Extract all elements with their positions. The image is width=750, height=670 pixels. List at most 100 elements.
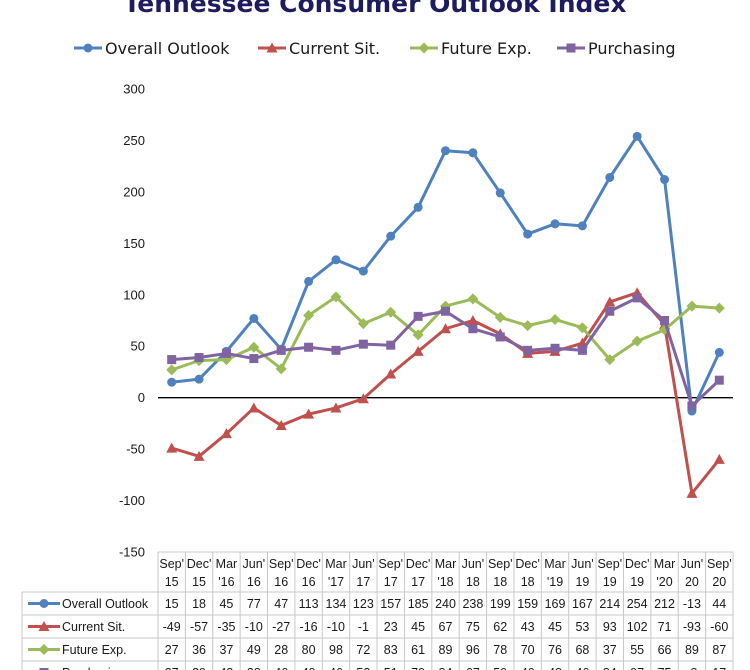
row-label: Purchasing [62,666,125,670]
data-label: 89 [439,643,453,657]
data-point [357,393,369,404]
data-label: 98 [329,643,343,657]
data-label: 23 [384,620,398,634]
data-label: 71 [658,620,672,634]
legend-label: Current Sit. [289,39,380,58]
x-tick-label: 16 [247,575,261,589]
data-point [605,172,615,182]
data-label: 80 [302,643,316,657]
data-label: 46 [575,666,589,670]
data-point [330,402,342,413]
data-point [632,293,642,303]
data-label: 212 [654,597,675,611]
data-point [714,375,724,385]
x-tick-label: '18 [437,575,453,589]
data-label: 61 [411,643,425,657]
data-label: 240 [435,597,456,611]
data-point [523,345,533,355]
data-point [522,320,534,332]
x-tick-label: Mar [435,557,457,571]
data-label: 39 [192,666,206,670]
data-label: 53 [575,620,589,634]
data-point [386,340,396,350]
x-tick-label: Sep' [597,557,622,571]
x-tick-label: 17 [411,575,425,589]
x-tick-label: '20 [656,575,672,589]
data-point [358,339,368,349]
circle-marker-icon [83,43,93,53]
data-label: 37 [219,643,233,657]
data-point [440,323,451,334]
data-point [167,355,177,365]
y-tick-label: -100 [119,493,145,508]
data-label: 36 [192,643,206,657]
data-label: 15 [165,597,179,611]
data-point [550,219,560,229]
data-label: -35 [217,620,235,634]
x-tick-label: 16 [302,575,316,589]
data-point [441,146,450,156]
data-label: 43 [521,620,535,634]
data-label: 52 [356,666,370,670]
y-tick-label: -150 [119,545,145,560]
data-point [605,306,615,316]
data-label: 214 [599,597,620,611]
x-tick-label: 16 [274,575,288,589]
data-point [385,306,397,318]
series-line [171,134,721,413]
data-table: Sep' 15 Dec' 15 Mar '16 Jun' 16 Sep' 16 Dec' 16 Mar '… [21,551,734,670]
data-point [660,316,670,325]
data-label: 93 [603,620,617,634]
series-overall-outlook [167,131,724,416]
table-row: Future Exp. 27 36 37 49 28 80 98 72 83 61 89 96 78 70 7… [28,643,726,657]
data-label: -1 [358,620,369,634]
legend-item: Future Exp. [410,39,532,58]
diamond-marker-icon [418,42,430,54]
data-label: 75 [466,620,480,634]
data-point [304,276,314,286]
data-label: 84 [439,666,453,670]
data-label: 68 [575,643,589,657]
data-point [714,347,724,357]
data-point [331,345,341,355]
data-point [220,428,232,439]
legend-item: Current Sit. [258,39,380,58]
x-tick-label: 18 [493,575,507,589]
x-tick-label: Sep' [707,557,732,571]
x-tick-label: '19 [547,575,563,589]
x-tick-label: 15 [165,575,179,589]
data-label: 167 [572,597,593,611]
y-tick-label: 100 [123,287,145,302]
data-label: -10 [245,620,263,634]
row-label: Overall Outlook [62,597,149,611]
legend: Overall Outlook Current Sit. Future Exp. Pu… [74,39,676,58]
data-label: 67 [439,620,453,634]
data-point [194,374,204,384]
data-label: -8 [686,666,697,670]
y-tick-label: 50 [131,339,145,354]
x-tick-label: Mar [325,557,347,571]
y-axis: 300 250 200 150 100 50 0 -50 -100 -150 [119,82,733,560]
data-label: 77 [247,597,261,611]
data-label: 17 [712,666,726,670]
data-point [687,401,697,411]
legend-label: Overall Outlook [105,39,230,58]
data-label: 59 [493,666,507,670]
data-point [441,306,450,316]
data-point [631,335,643,347]
x-tick-label: 20 [685,575,699,589]
data-point [549,313,561,325]
data-label: 45 [548,620,562,634]
data-label: 159 [517,597,538,611]
x-tick-label: Sep' [488,557,513,571]
data-point [221,348,231,358]
data-label: 157 [380,597,401,611]
x-tick-label: Jun' [352,557,375,571]
data-point [686,487,698,498]
data-label: 87 [712,643,726,657]
x-tick-label: Dec' [625,557,650,571]
data-point [467,315,479,325]
data-label: 96 [466,643,480,657]
data-label: 45 [411,620,425,634]
